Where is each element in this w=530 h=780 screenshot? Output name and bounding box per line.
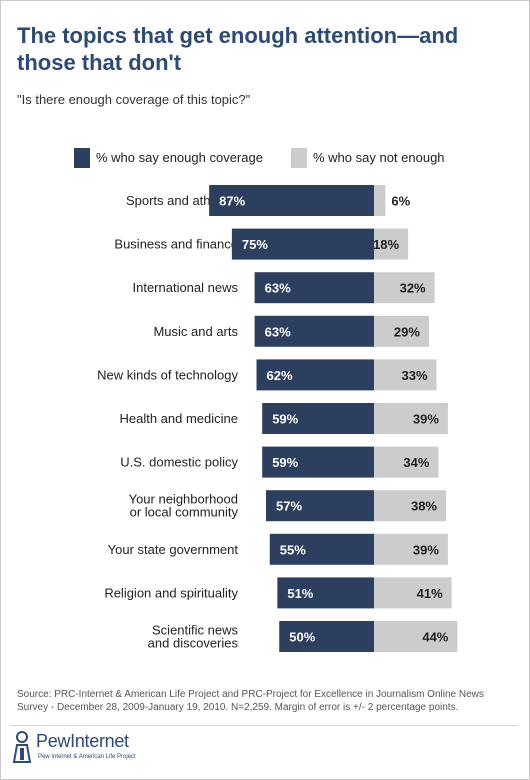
bar-enough-coverage <box>254 272 374 304</box>
bar-not-enough <box>374 533 448 565</box>
bar-not-enough <box>374 185 386 216</box>
bar-value-label-enough: 87% <box>219 194 245 209</box>
bar-not-enough <box>374 359 437 391</box>
bar-not-enough <box>374 577 452 609</box>
bar-value-label-not-enough: 29% <box>394 324 420 339</box>
bar-not-enough <box>374 228 409 260</box>
bar-value-label-enough: 59% <box>272 455 298 470</box>
bar-value-label-enough: 55% <box>280 542 306 557</box>
bar-value-label-enough: 57% <box>276 499 302 514</box>
bar-enough-coverage <box>277 577 374 609</box>
bar-enough-coverage <box>209 185 374 216</box>
chart-subtitle: "Is there enough coverage of this topic?… <box>17 92 251 107</box>
bar-value-label-not-enough: 33% <box>402 368 428 383</box>
bar-value-label-enough: 63% <box>265 324 291 339</box>
title-line-2: those that don't <box>17 50 182 75</box>
bar-value-label-enough: 62% <box>267 368 293 383</box>
bar-value-label-not-enough: 41% <box>417 586 443 601</box>
category-label: or local community <box>130 505 239 520</box>
bar-enough-coverage <box>269 533 374 565</box>
bar-value-label-not-enough: 44% <box>422 630 448 645</box>
bar-enough-coverage <box>279 621 374 652</box>
bar-value-label-not-enough: 34% <box>403 455 429 470</box>
bar-value-label-enough: 59% <box>272 412 298 427</box>
bar-value-label-not-enough: 39% <box>413 542 439 557</box>
chart-title: The topics that get enough attention—and… <box>17 22 517 76</box>
pew-internet-logo: PewInternet Pew Internet & American Life… <box>10 728 210 768</box>
logo-subtext: Pew Internet & American Life Project <box>38 754 136 760</box>
category-label: Scientific news <box>152 623 238 638</box>
legend-label-enough: % who say enough coverage <box>96 150 263 165</box>
pew-person-icon <box>12 731 32 763</box>
bar-enough-coverage <box>265 490 374 522</box>
category-label: Religion and spirituality <box>104 585 238 600</box>
category-label: New kinds of technology <box>97 367 238 382</box>
category-label: International news <box>132 280 238 295</box>
bar-value-label-enough: 51% <box>287 586 313 601</box>
legend-label-not-enough: % who say not enough <box>313 150 445 165</box>
title-line-1: The topics that get enough attention—and <box>17 23 459 48</box>
category-label: U.S. domestic policy <box>120 455 238 470</box>
category-label: Health and medicine <box>119 411 238 426</box>
bar-enough-coverage <box>262 403 374 434</box>
footer-divider <box>10 725 518 726</box>
bar-enough-coverage <box>256 359 374 391</box>
legend-swatch-enough <box>74 148 90 168</box>
bar-value-label-enough: 50% <box>289 630 315 645</box>
category-label: and discoveries <box>148 636 239 651</box>
bar-not-enough <box>374 490 447 522</box>
bar-value-label-enough: 63% <box>265 281 291 296</box>
legend-swatch-not-enough <box>291 148 307 168</box>
category-label: Business and finance <box>114 237 238 252</box>
bar-value-label-not-enough: 18% <box>373 237 399 252</box>
bar-enough-coverage <box>231 228 374 260</box>
bar-enough-coverage <box>262 446 374 478</box>
bar-value-label-not-enough: 39% <box>413 412 439 427</box>
bar-not-enough <box>374 446 439 478</box>
bar-enough-coverage <box>254 315 374 347</box>
category-label: Music and arts <box>153 324 238 339</box>
bar-not-enough <box>374 272 435 304</box>
bar-not-enough <box>374 315 429 347</box>
bar-not-enough <box>374 403 448 434</box>
bar-value-label-not-enough: 6% <box>391 194 410 209</box>
bar-not-enough <box>374 621 458 652</box>
logo-text: PewInternet <box>36 731 129 751</box>
category-label: Your neighborhood <box>129 492 238 507</box>
bar-value-label-not-enough: 32% <box>400 281 426 296</box>
category-label: Your state government <box>108 542 239 557</box>
source-note: Source: PRC-Internet & American Life Pro… <box>17 689 484 713</box>
bar-value-label-enough: 75% <box>242 237 268 252</box>
bar-value-label-not-enough: 38% <box>411 499 437 514</box>
